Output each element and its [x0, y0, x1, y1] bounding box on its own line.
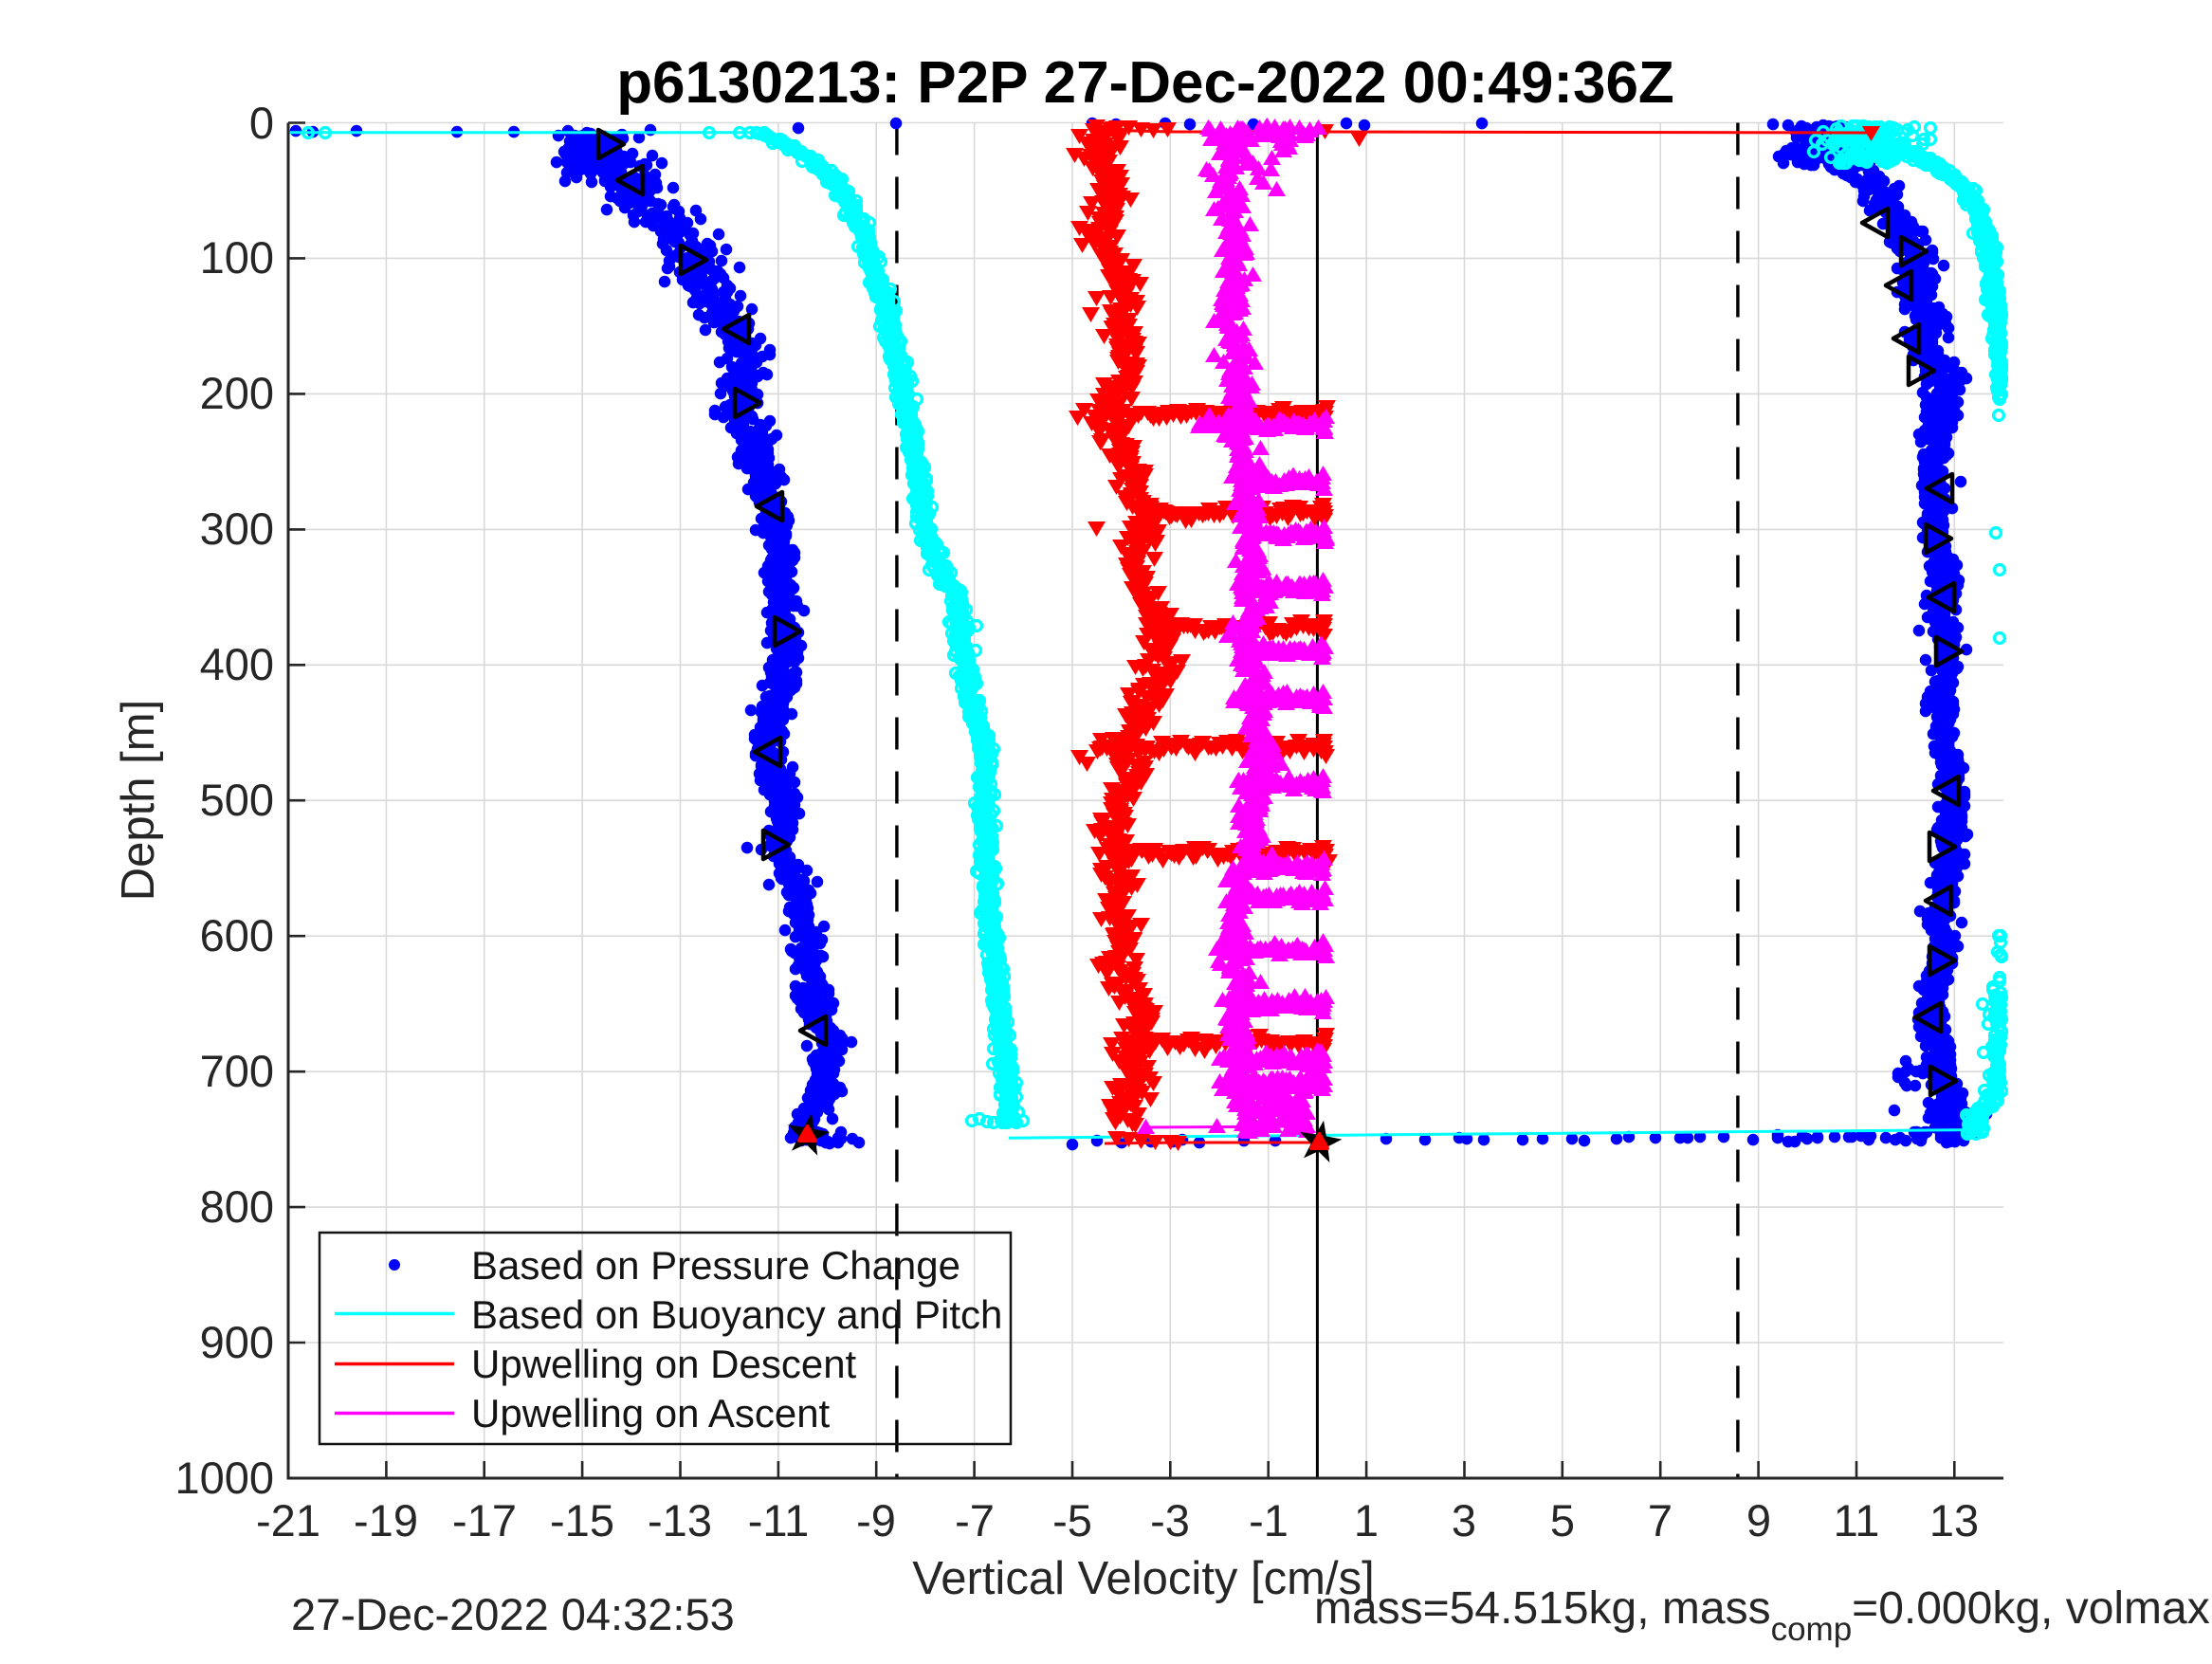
- svg-text:-15: -15: [550, 1495, 614, 1545]
- svg-text:900: 900: [200, 1317, 274, 1367]
- svg-text:400: 400: [200, 639, 274, 689]
- svg-text:Based on Pressure Change: Based on Pressure Change: [471, 1243, 960, 1288]
- svg-text:7: 7: [1648, 1495, 1673, 1545]
- svg-text:p6130213: P2P 27-Dec-2022 00:4: p6130213: P2P 27-Dec-2022 00:49:36Z: [616, 50, 1674, 116]
- svg-text:-3: -3: [1150, 1495, 1190, 1545]
- svg-text:500: 500: [200, 775, 274, 825]
- svg-text:Depth [m]: Depth [m]: [113, 700, 164, 901]
- svg-text:-13: -13: [648, 1495, 712, 1545]
- svg-text:300: 300: [200, 503, 274, 554]
- svg-text:27-Dec-2022 04:32:53: 27-Dec-2022 04:32:53: [291, 1589, 735, 1639]
- svg-text:-21: -21: [256, 1495, 320, 1545]
- svg-text:-7: -7: [955, 1495, 995, 1545]
- svg-text:Upwelling on Ascent: Upwelling on Ascent: [471, 1391, 831, 1435]
- svg-text:700: 700: [200, 1046, 274, 1096]
- svg-text:13: 13: [1929, 1495, 1979, 1545]
- svg-text:200: 200: [200, 368, 274, 418]
- svg-text:0: 0: [249, 98, 274, 148]
- svg-text:Based on Buoyancy and Pitch: Based on Buoyancy and Pitch: [471, 1292, 1002, 1337]
- svg-text:1000: 1000: [174, 1453, 274, 1503]
- svg-text:5: 5: [1550, 1495, 1575, 1545]
- svg-text:800: 800: [200, 1181, 274, 1232]
- svg-text:-19: -19: [354, 1495, 418, 1545]
- svg-text:1: 1: [1354, 1495, 1379, 1545]
- svg-text:100: 100: [200, 232, 274, 283]
- svg-text:-11: -11: [748, 1495, 809, 1545]
- svg-text:-1: -1: [1249, 1495, 1289, 1545]
- svg-text:600: 600: [200, 910, 274, 960]
- svg-text:-17: -17: [452, 1495, 517, 1545]
- svg-text:-5: -5: [1052, 1495, 1092, 1545]
- svg-text:9: 9: [1746, 1495, 1771, 1545]
- svg-text:-9: -9: [856, 1495, 896, 1545]
- svg-text:Vertical Velocity [cm/s]: Vertical Velocity [cm/s]: [912, 1553, 1374, 1604]
- svg-text:3: 3: [1452, 1495, 1476, 1545]
- svg-text:Upwelling on Descent: Upwelling on Descent: [471, 1342, 857, 1386]
- svg-text:11: 11: [1834, 1495, 1880, 1545]
